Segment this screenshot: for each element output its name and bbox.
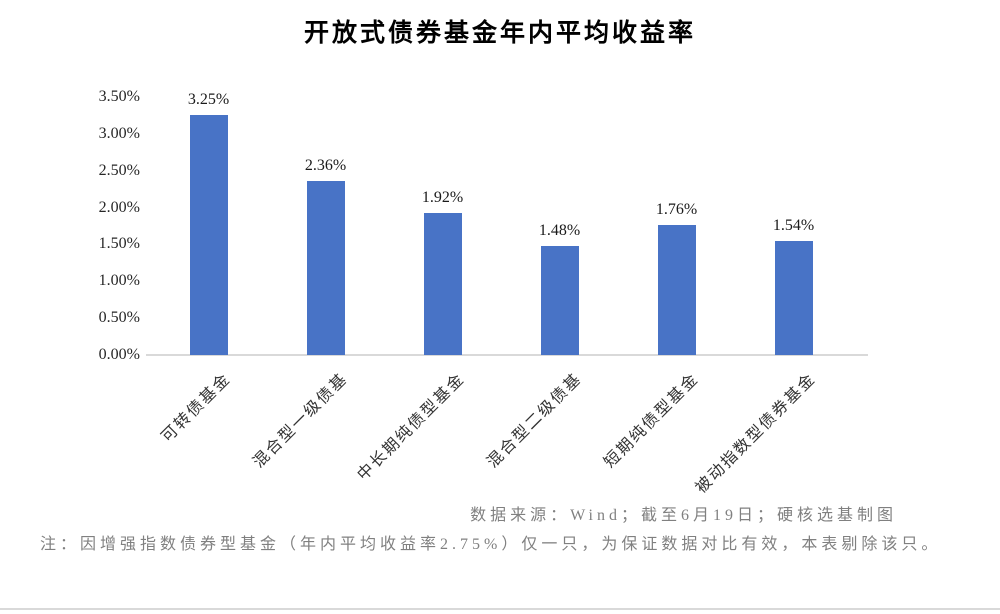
bar bbox=[657, 225, 696, 355]
bar bbox=[774, 241, 813, 355]
plot-area: 3.25% 2.36% 1.92% 1.48% 1.76% 1.54% bbox=[150, 91, 852, 355]
y-tick-label: 1.50% bbox=[98, 235, 140, 253]
y-tick-label: 0.50% bbox=[98, 309, 140, 327]
exclusion-note: 注：因增强指数债券型基金（年内平均收益率2.75%）仅一只，为保证数据对比有效，… bbox=[40, 536, 942, 553]
bar bbox=[540, 245, 579, 355]
y-tick-label: 2.50% bbox=[98, 161, 140, 179]
y-tick-label: 3.00% bbox=[98, 124, 140, 142]
x-axis-labels: 可转债基金 混合型一级债基 中长期纯债型基金 混合型二级债基 短期纯债型基金 被动指数型债… bbox=[150, 366, 852, 497]
bar-column: 1.48% bbox=[501, 97, 618, 355]
bar-value-label: 1.92% bbox=[421, 189, 464, 207]
y-tick-label: 2.00% bbox=[98, 198, 140, 216]
x-axis-line bbox=[146, 354, 868, 356]
chart-title: 开放式债券基金年内平均收益率 bbox=[303, 20, 696, 47]
bar-value-label: 1.76% bbox=[655, 201, 698, 219]
bar-value-label: 2.36% bbox=[304, 157, 347, 175]
data-source-note: 数据来源：Wind；截至6月19日；硬核选基制图 bbox=[470, 507, 897, 524]
bar-column: 1.92% bbox=[384, 97, 501, 355]
x-category-label: 短期纯债型基金 bbox=[601, 370, 703, 472]
x-category-label: 可转债基金 bbox=[159, 370, 235, 446]
bar-column: 1.54% bbox=[735, 97, 852, 355]
card-bottom-edge bbox=[0, 608, 1000, 610]
bar-column: 2.36% bbox=[267, 97, 384, 355]
bar bbox=[423, 213, 462, 355]
bar-value-label: 1.48% bbox=[538, 221, 581, 239]
x-category-label: 混合型一级债基 bbox=[250, 370, 352, 472]
x-category-label: 被动指数型债券基金 bbox=[693, 370, 820, 497]
x-category-label: 混合型二级债基 bbox=[484, 370, 586, 472]
bar bbox=[189, 115, 228, 355]
bar bbox=[306, 181, 345, 355]
y-tick-label: 3.50% bbox=[98, 88, 140, 105]
y-axis: 0.00% 0.50% 1.00% 1.50% 2.00% 2.50% 3.00% 3.50% bbox=[0, 88, 140, 363]
bar-column: 1.76% bbox=[618, 97, 735, 355]
bar-value-label: 3.25% bbox=[187, 91, 230, 109]
x-category-label: 中长期纯债型基金 bbox=[354, 370, 469, 485]
y-tick-label: 1.00% bbox=[98, 272, 140, 290]
bar-value-label: 1.54% bbox=[772, 217, 815, 235]
bar-column: 3.25% bbox=[150, 91, 267, 355]
y-tick-label: 0.00% bbox=[98, 346, 140, 363]
